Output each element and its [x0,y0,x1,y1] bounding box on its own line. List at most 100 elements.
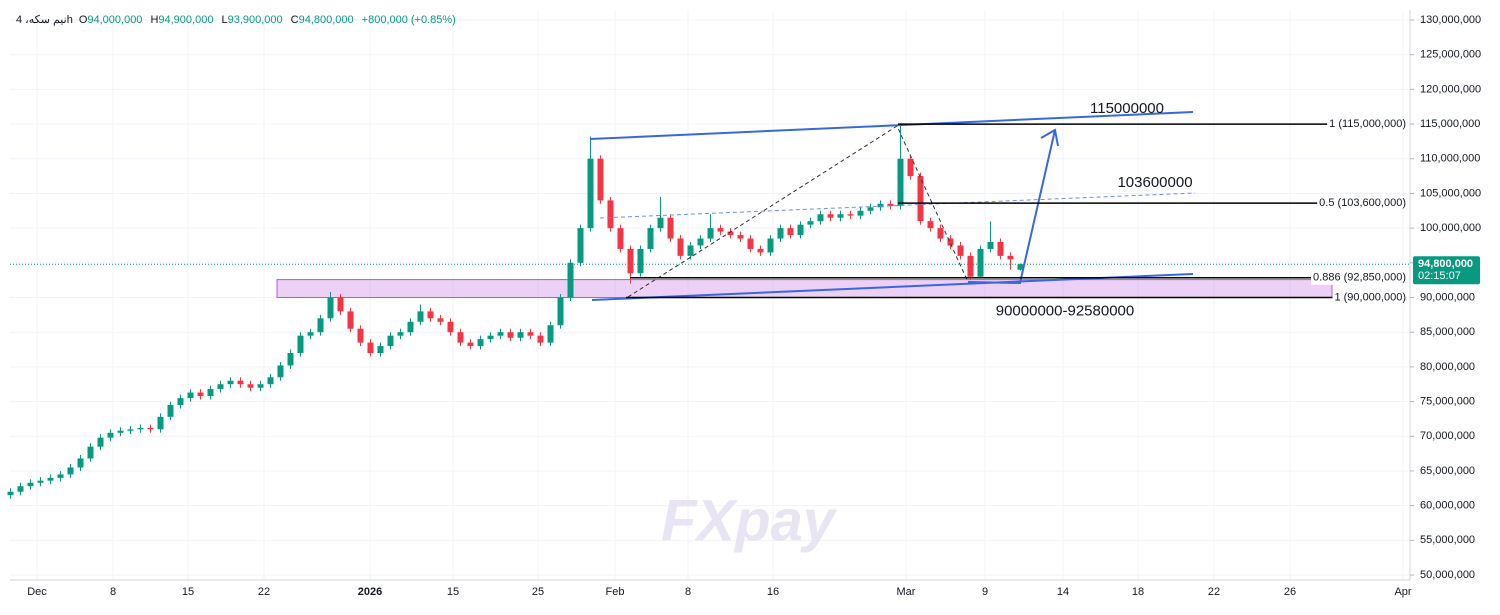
candle-body [607,200,614,229]
dashed-trendline [599,192,1196,219]
candle-body [297,335,304,353]
candle-body [147,427,154,430]
candle-body [537,335,544,343]
x-tick-label: 15 [182,586,194,598]
price-tag-countdown: 02:15:07 [1418,270,1461,282]
candle-body [617,228,624,249]
candle-body [407,321,414,333]
legend-value: 94,000,000 [87,14,142,26]
candle-body [937,228,944,239]
fib-label-bg [1317,196,1408,211]
candle-body [307,332,314,336]
watermark: FXpay [661,488,838,553]
candle-body [347,311,354,329]
candle-body [747,238,754,249]
zone-label: 90000000-92580000 [996,302,1134,319]
candle-body [887,203,894,206]
candle-body [87,446,94,459]
candle-body [377,346,384,353]
legend-value: 93,900,000 [228,14,283,26]
axes: 50,000,000 55,000,000 60,000,000 65,000,000… [10,10,1481,598]
y-tick-label: 120,000,000 [1420,83,1481,95]
candle-body [567,262,574,298]
x-tick-label: 26 [1284,586,1296,598]
candle-body [157,416,164,430]
x-tick-label: Feb [606,586,625,598]
candle-body [227,380,234,385]
candle-body [437,318,444,322]
candle-body [597,158,604,201]
candle-body [287,353,294,366]
candle-body [697,238,704,246]
y-tick-label: 85,000,000 [1420,326,1475,338]
candle-body [827,214,834,218]
x-tick-label: 18 [1132,586,1144,598]
fib-label-bg [1332,290,1408,305]
candle-body [1017,264,1024,270]
candle-body [847,214,854,216]
candle-body [357,328,364,343]
annotation: 115000000 [1090,100,1164,117]
candle-body [447,321,454,333]
candle-body [737,235,744,239]
zone-layer: 90000000-92580000 [10,263,1410,319]
candle-body [797,224,804,236]
candle-body [417,311,424,322]
x-tick-label: 8 [110,586,116,598]
candle-body [217,384,224,390]
candle-body [467,342,474,347]
fib-label: 0.886 (92,850,000) [1313,272,1406,284]
y-tick-label: 125,000,000 [1420,49,1481,61]
candle-body [127,429,134,431]
candle-body [907,158,914,177]
candle-body [527,332,534,336]
candle-body [137,427,144,430]
candle-body [727,231,734,236]
candle-body [237,380,244,385]
candle-body [717,228,724,232]
candle-body [677,238,684,256]
candle-body [627,248,634,274]
x-tick-label: 25 [532,586,544,598]
candle-body [757,248,764,253]
legend-value: 94,800,000 [299,14,354,26]
candle-body [577,228,584,263]
trendline [589,111,1194,140]
y-tick-label: 130,000,000 [1420,14,1481,26]
candle-body [927,221,934,229]
y-tick-label: 115,000,000 [1420,118,1480,130]
candle-body [957,245,964,256]
candle-body [97,437,104,447]
candle-body [897,158,904,206]
x-tick-label: 15 [447,586,459,598]
projection-arrow [967,129,1056,285]
fib-label: 1 (90,000,000) [1334,291,1406,303]
x-tick-label: Dec [27,586,47,598]
x-tick-label: 8 [685,586,691,598]
candle-body [667,217,674,239]
candle-body [587,158,594,229]
candle-body [767,238,774,253]
legend-label: L [221,14,227,26]
legend-label: C [291,14,299,26]
y-tick-label: 100,000,000 [1420,222,1481,234]
candle-body [987,242,994,249]
candle-body [857,210,864,216]
candle-body [547,325,554,343]
candle-body [207,389,214,397]
fib-label: 0.5 (103,600,000) [1319,197,1406,209]
fib-label: 1 (115,000,000) [1329,118,1406,130]
candle-body [777,228,784,239]
candle-body [197,392,204,397]
x-tick-label: Apr [1394,586,1411,598]
candle-body [7,491,14,496]
candle-body [37,480,44,483]
candles [7,124,1024,499]
candle-body [17,486,24,492]
candle-body [497,332,504,336]
y-tick-label: 55,000,000 [1420,534,1475,546]
candle-body [367,342,374,353]
candle-body [877,203,884,208]
candle-body [657,217,664,229]
